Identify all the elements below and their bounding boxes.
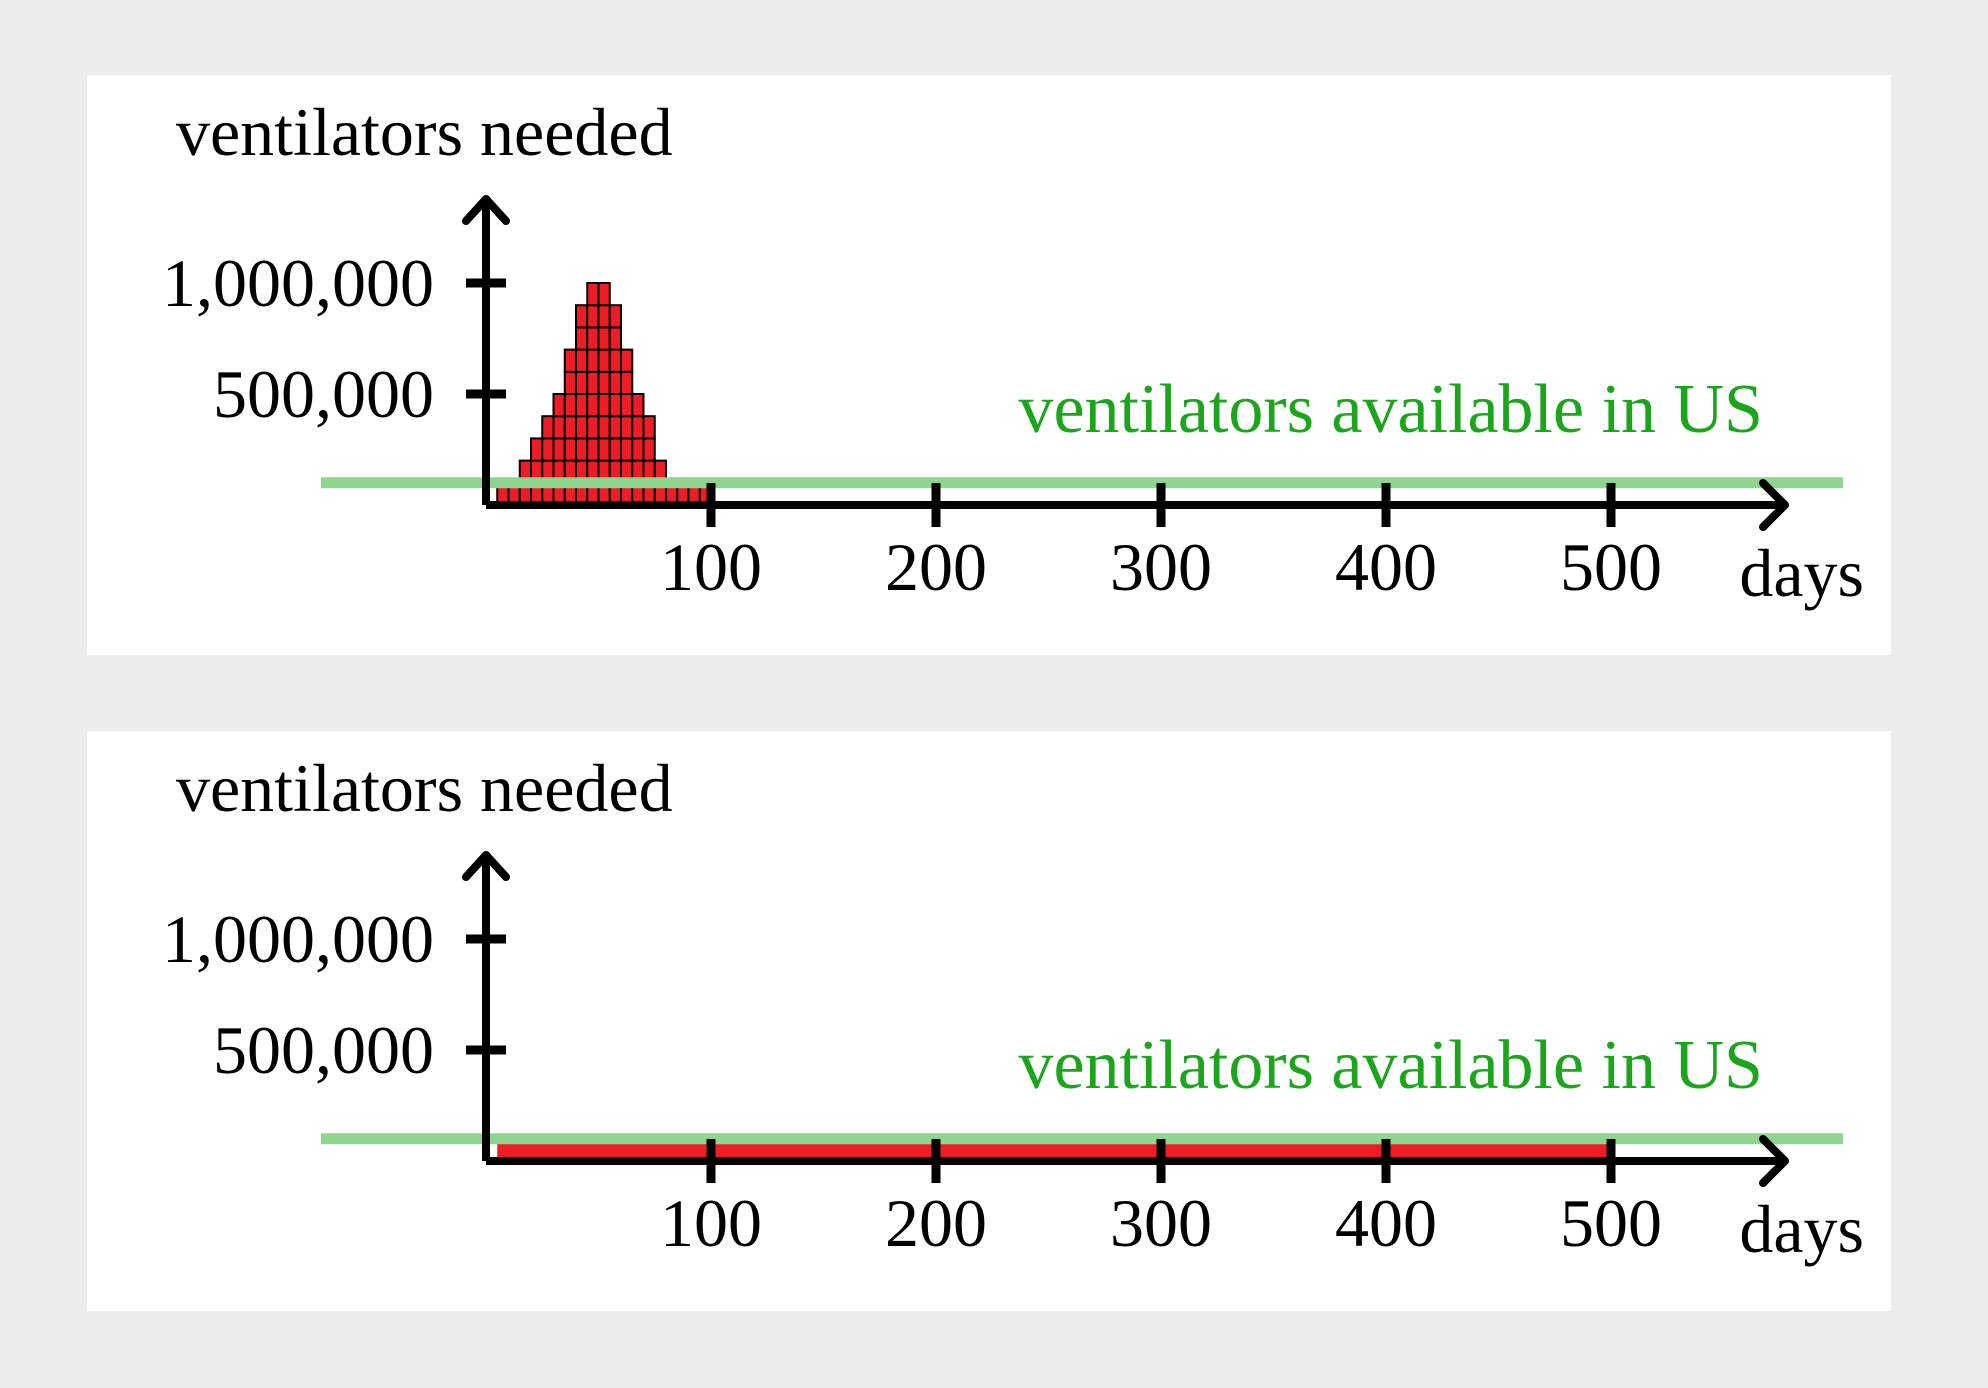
chart-1-svg: ventilators available in US 100 200 300 400… bbox=[162, 750, 1864, 1267]
y-tick-label: 500,000 bbox=[213, 1012, 434, 1088]
bar-block bbox=[597, 370, 611, 395]
chart-1-labels: 100 200 300 400 500 500,000 1,000,000 ventilato… bbox=[162, 750, 1864, 1267]
y-tick-label: 500,000 bbox=[213, 356, 434, 432]
bar-block bbox=[631, 415, 645, 440]
bar bbox=[586, 282, 600, 506]
bar bbox=[541, 415, 555, 506]
bar-block bbox=[575, 304, 589, 329]
chart-panel-flattened-peak: ventilators available in US 100 200 300 400… bbox=[87, 75, 1891, 655]
bar-block bbox=[597, 326, 611, 351]
bar-block bbox=[620, 370, 634, 395]
bar-block bbox=[586, 348, 600, 373]
bar bbox=[608, 304, 622, 506]
bar-block bbox=[575, 326, 589, 351]
bar-block bbox=[608, 437, 622, 462]
bar-block bbox=[586, 282, 600, 307]
x-tick-label: 500 bbox=[1560, 1185, 1662, 1261]
x-tick-label: 400 bbox=[1335, 1185, 1437, 1261]
bar-block bbox=[586, 393, 600, 418]
bar-block bbox=[597, 393, 611, 418]
chart-1-bars bbox=[497, 1143, 1611, 1161]
bar-block bbox=[563, 393, 577, 418]
bar bbox=[575, 304, 589, 506]
chart-0-bars bbox=[496, 282, 712, 506]
capacity-label: ventilators available in US bbox=[1018, 371, 1763, 448]
chart-0-svg: ventilators available in US 100 200 300 400… bbox=[162, 94, 1864, 611]
bar-block bbox=[586, 437, 600, 462]
bar bbox=[497, 1143, 1611, 1161]
bar bbox=[597, 282, 611, 506]
bar-block bbox=[597, 348, 611, 373]
x-tick-label: 200 bbox=[885, 529, 987, 605]
x-tick-label: 100 bbox=[660, 529, 762, 605]
y-axis-title: ventilators needed bbox=[176, 750, 673, 826]
bar-block bbox=[552, 415, 566, 440]
y-tick-label: 1,000,000 bbox=[162, 245, 434, 321]
bar-block bbox=[552, 393, 566, 418]
bar-block bbox=[620, 415, 634, 440]
bar-block bbox=[563, 437, 577, 462]
bar-block bbox=[642, 437, 656, 462]
bar-block bbox=[541, 437, 555, 462]
bar-block bbox=[631, 437, 645, 462]
y-axis-title: ventilators needed bbox=[176, 94, 673, 170]
bar-block bbox=[597, 282, 611, 307]
bar-block bbox=[586, 304, 600, 329]
bar-block bbox=[620, 437, 634, 462]
chart-0-capacity: ventilators available in US bbox=[321, 371, 1843, 489]
bar-block bbox=[575, 393, 589, 418]
bar-block bbox=[642, 415, 656, 440]
bar-block bbox=[552, 437, 566, 462]
bar-block bbox=[563, 415, 577, 440]
x-tick-label: 300 bbox=[1110, 1185, 1212, 1261]
bar-block bbox=[620, 393, 634, 418]
bar-block bbox=[597, 437, 611, 462]
x-axis-title: days bbox=[1739, 535, 1864, 611]
y-tick-label: 1,000,000 bbox=[162, 901, 434, 977]
bar-block bbox=[586, 370, 600, 395]
bar-block bbox=[586, 415, 600, 440]
bar-block bbox=[608, 304, 622, 329]
x-tick-label: 500 bbox=[1560, 529, 1662, 605]
chart-1-capacity: ventilators available in US bbox=[321, 1027, 1843, 1145]
chart-1-axes bbox=[462, 851, 1789, 1187]
bar-block bbox=[575, 370, 589, 395]
bar-block bbox=[608, 326, 622, 351]
x-tick-label: 300 bbox=[1110, 529, 1212, 605]
bar-block bbox=[575, 437, 589, 462]
bar-block bbox=[608, 393, 622, 418]
bar-block bbox=[541, 415, 555, 440]
x-tick-label: 400 bbox=[1335, 529, 1437, 605]
bar bbox=[552, 393, 566, 506]
chart-0-labels: 100 200 300 400 500 500,000 1,000,000 ventilato… bbox=[162, 94, 1864, 611]
bar-block bbox=[575, 415, 589, 440]
bar-block bbox=[631, 393, 645, 418]
x-axis-arrow bbox=[1759, 1135, 1789, 1187]
y-axis-arrow bbox=[462, 851, 510, 881]
bar-block bbox=[620, 348, 634, 373]
x-axis-arrow bbox=[1759, 479, 1789, 531]
bar-block bbox=[586, 326, 600, 351]
chart-0-axes bbox=[462, 195, 1789, 531]
bar bbox=[631, 393, 645, 506]
y-axis-arrow bbox=[462, 195, 510, 225]
bar-block bbox=[608, 348, 622, 373]
bar bbox=[530, 437, 544, 506]
bar-block bbox=[563, 348, 577, 373]
x-axis-title: days bbox=[1739, 1191, 1864, 1267]
bar-block bbox=[597, 415, 611, 440]
bar-block bbox=[608, 370, 622, 395]
bar bbox=[642, 415, 656, 506]
bar-block bbox=[563, 370, 577, 395]
chart-panel-spread-out: ventilators available in US 100 200 300 400… bbox=[87, 731, 1891, 1311]
x-tick-label: 100 bbox=[660, 1185, 762, 1261]
bar-block bbox=[575, 348, 589, 373]
x-tick-label: 200 bbox=[885, 1185, 987, 1261]
capacity-label: ventilators available in US bbox=[1018, 1027, 1763, 1104]
bar-block bbox=[608, 415, 622, 440]
bar-block bbox=[597, 304, 611, 329]
bar-block bbox=[530, 437, 544, 462]
